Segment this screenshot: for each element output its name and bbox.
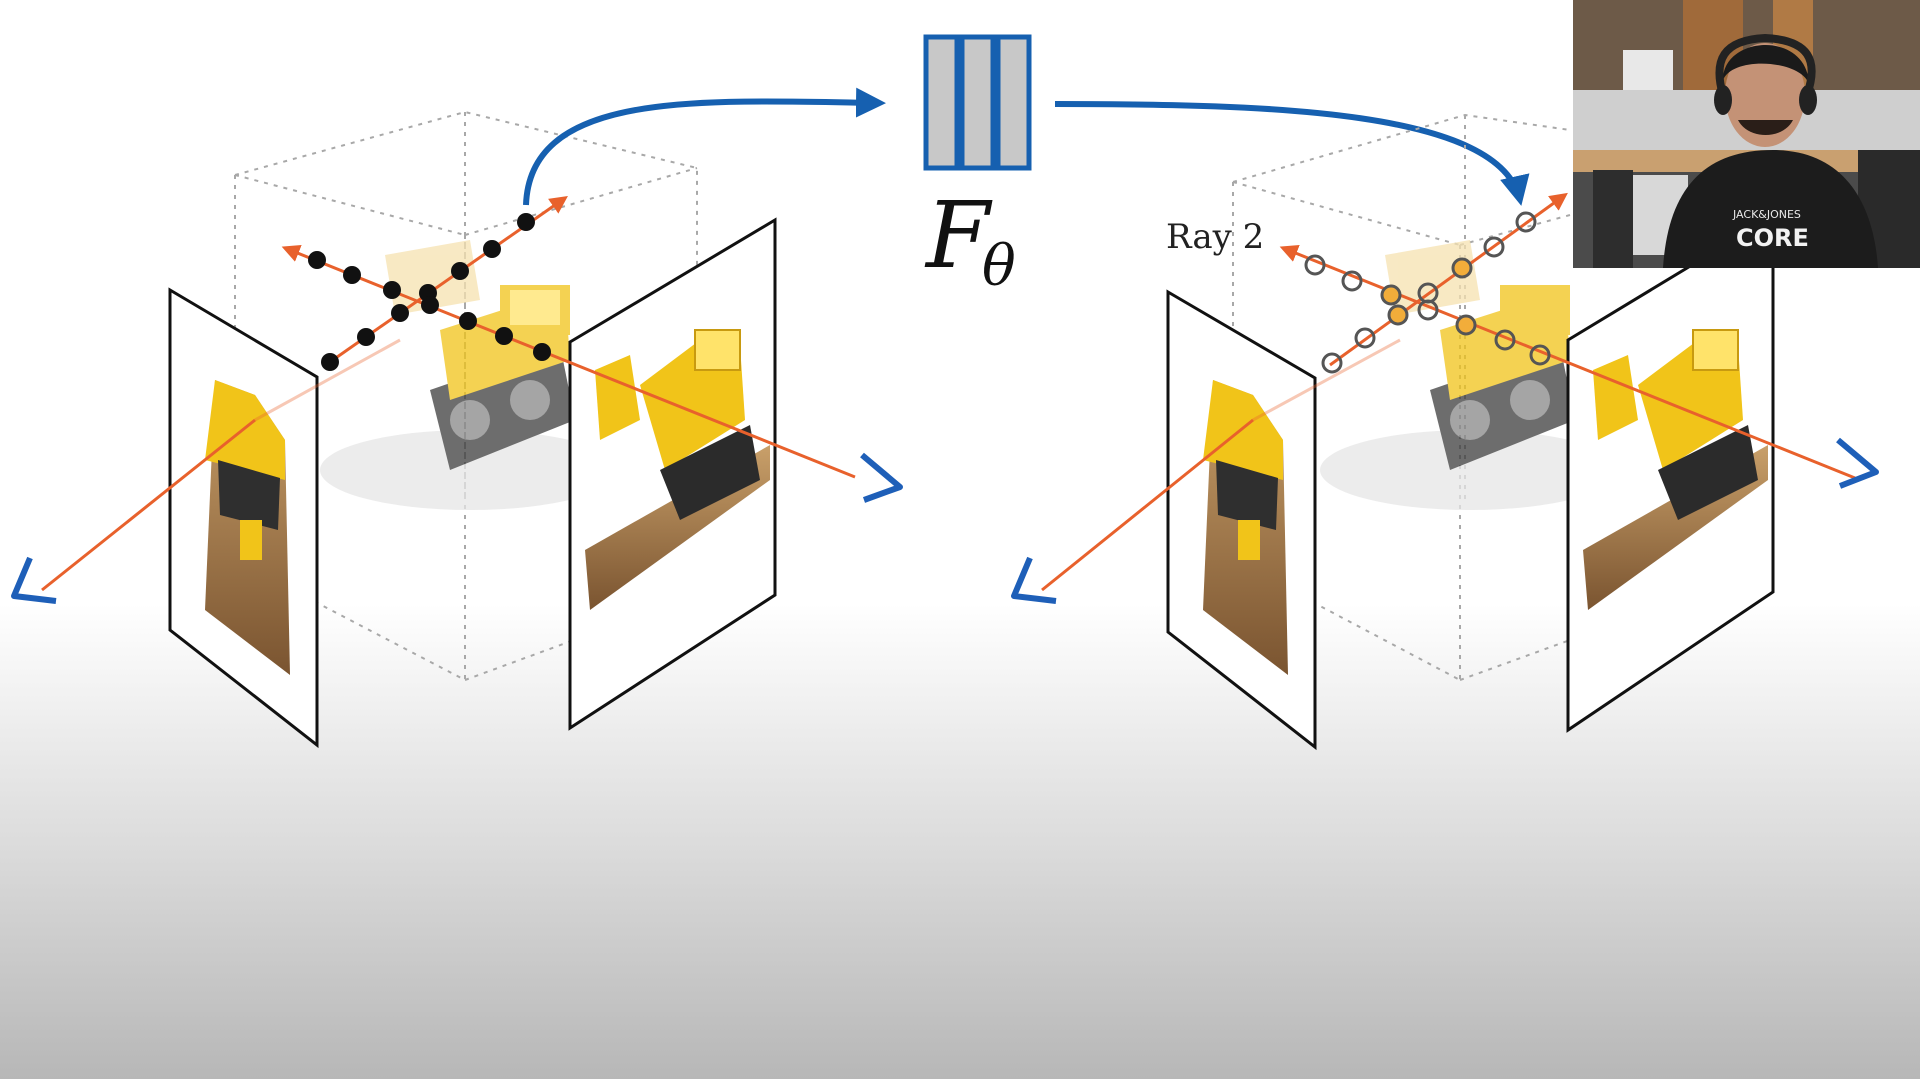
sample-point — [421, 296, 439, 314]
sample-point — [1341, 270, 1363, 292]
sample-point — [483, 240, 501, 258]
right-image-plane — [568, 217, 777, 731]
right-left-camera-icon — [1011, 556, 1057, 604]
sample-point — [343, 266, 361, 284]
sample-point — [517, 213, 535, 231]
network-layer — [959, 34, 996, 171]
right-ray-2 — [1279, 245, 1856, 480]
sample-point — [1354, 327, 1376, 349]
sample-point — [391, 304, 409, 322]
right-scene: Ray 2 — [1011, 113, 1879, 751]
output-arrow — [1054, 101, 1530, 206]
sample-point — [1515, 211, 1537, 233]
ray-2-label: Ray 2 — [1166, 217, 1264, 257]
sample-point — [459, 312, 477, 330]
sample-point — [1529, 344, 1551, 366]
right-sample-points — [1304, 211, 1551, 374]
network-block — [923, 34, 1032, 171]
right-bulldozer-model — [1320, 240, 1620, 510]
sample-point — [308, 251, 326, 269]
left-sample-points — [308, 213, 551, 371]
ray-left-camera — [41, 418, 256, 592]
sample-point — [321, 353, 339, 371]
sample-point — [383, 281, 401, 299]
sample-point — [1451, 257, 1473, 279]
ray-left-camera-faint — [254, 338, 401, 422]
left-plane-bulldozer-image — [205, 380, 290, 675]
left-scene — [11, 110, 903, 749]
network-layer — [995, 34, 1032, 171]
sample-point — [1455, 314, 1477, 336]
sample-point — [1321, 352, 1343, 374]
left-camera-icon — [11, 556, 57, 604]
network-label: F θ — [924, 182, 1016, 299]
input-arrow — [523, 87, 886, 206]
sample-point — [533, 343, 551, 361]
ray-2 — [281, 245, 856, 479]
sample-point — [1483, 236, 1505, 258]
sample-point — [451, 262, 469, 280]
sample-point — [1417, 299, 1439, 321]
right-left-image-plane — [1166, 289, 1317, 751]
shirt-brand-text: JACK&JONES — [1732, 208, 1801, 221]
sample-point — [1387, 304, 1409, 326]
shirt-main-text: CORE — [1736, 224, 1809, 252]
right-camera-icon — [860, 452, 903, 503]
presenter — [1663, 33, 1878, 268]
flow-arrows — [523, 87, 1530, 206]
right-rays — [1041, 192, 1856, 592]
right-right-camera-icon — [1836, 437, 1879, 489]
right-ray-1 — [1329, 192, 1568, 367]
sample-point — [1494, 329, 1516, 351]
right-right-image-plane — [1566, 213, 1775, 733]
network-label-main: F — [924, 182, 993, 289]
network-layer — [923, 34, 960, 171]
network-label-sub: θ — [982, 234, 1016, 299]
sample-point — [357, 328, 375, 346]
left-image-plane — [168, 287, 319, 749]
sample-point — [495, 327, 513, 345]
left-bulldozer-model — [320, 240, 620, 510]
webcam-overlay: JACK&JONES CORE — [1573, 0, 1920, 268]
sample-point — [1304, 254, 1326, 276]
sample-point — [1380, 284, 1402, 306]
